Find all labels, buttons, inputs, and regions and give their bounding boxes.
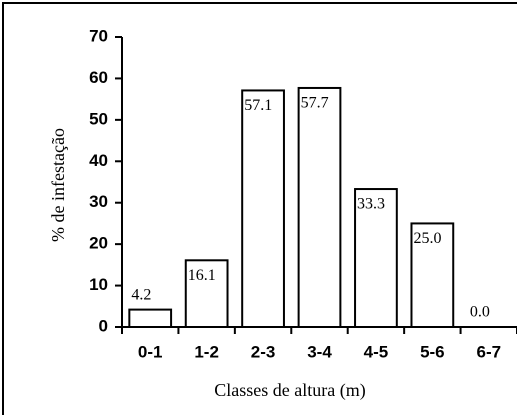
value-label: 4.2	[131, 286, 151, 303]
value-label: 57.1	[244, 97, 272, 114]
value-label: 25.0	[413, 230, 441, 247]
x-tick-label: 6-7	[476, 342, 501, 361]
bar	[128, 308, 173, 329]
bar	[297, 86, 342, 329]
bar	[184, 259, 229, 328]
value-label: 33.3	[357, 196, 385, 213]
x-tick-label: 0-1	[138, 342, 163, 361]
y-tick-label: 0	[99, 316, 108, 335]
bar	[354, 188, 398, 328]
x-tick-label: 5-6	[420, 342, 445, 361]
bar	[241, 89, 285, 328]
value-label: 16.1	[188, 267, 216, 284]
y-axis-label: % de infestação	[48, 128, 68, 242]
x-tick-label: 4-5	[364, 342, 389, 361]
y-tick-label: 40	[89, 151, 108, 170]
x-tick-label: 2-3	[251, 342, 276, 361]
y-tick-label: 20	[89, 234, 108, 253]
x-tick-label: 1-2	[194, 342, 219, 361]
y-tick-label: 60	[89, 68, 108, 87]
y-tick-label: 70	[89, 26, 108, 45]
value-label: 0.0	[470, 304, 490, 321]
y-tick-label: 10	[89, 275, 108, 294]
x-tick-label: 3-4	[307, 342, 332, 361]
x-axis-label: Classes de altura (m)	[214, 380, 365, 401]
y-tick-label: 30	[89, 192, 108, 211]
y-tick-label: 50	[89, 109, 108, 128]
value-label: 57.7	[301, 95, 329, 112]
bar	[410, 222, 455, 328]
